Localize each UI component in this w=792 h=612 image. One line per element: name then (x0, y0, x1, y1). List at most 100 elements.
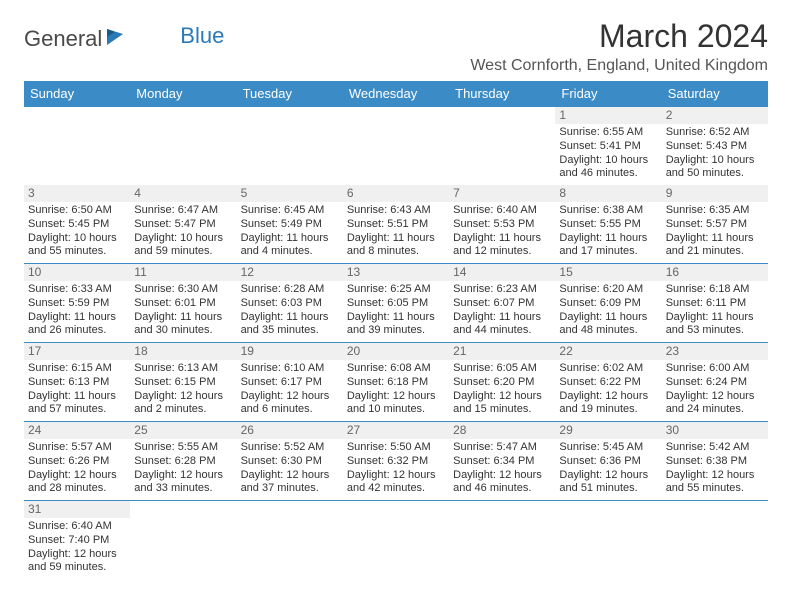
sunrise-line: Sunrise: 6:02 AM (559, 362, 657, 376)
day-number: 29 (555, 422, 661, 439)
day-number: 26 (237, 422, 343, 439)
calendar-day: 13Sunrise: 6:25 AMSunset: 6:05 PMDayligh… (343, 264, 449, 343)
daylight-line: Daylight: 11 hours and 17 minutes. (559, 232, 657, 260)
calendar-day: 25Sunrise: 5:55 AMSunset: 6:28 PMDayligh… (130, 422, 236, 501)
calendar-day: 1Sunrise: 6:55 AMSunset: 5:41 PMDaylight… (555, 107, 661, 186)
sunrise-line: Sunrise: 6:43 AM (347, 204, 445, 218)
calendar-day: 7Sunrise: 6:40 AMSunset: 5:53 PMDaylight… (449, 185, 555, 264)
day-number: 10 (24, 264, 130, 281)
sunset-line: Sunset: 6:38 PM (666, 455, 764, 469)
calendar-day: 31Sunrise: 6:40 AMSunset: 7:40 PMDayligh… (24, 501, 130, 580)
sunset-line: Sunset: 6:11 PM (666, 297, 764, 311)
daylight-line: Daylight: 10 hours and 55 minutes. (28, 232, 126, 260)
sunset-line: Sunset: 5:47 PM (134, 218, 232, 232)
day-number: 30 (662, 422, 768, 439)
day-number: 17 (24, 343, 130, 360)
sunset-line: Sunset: 5:45 PM (28, 218, 126, 232)
sunset-line: Sunset: 6:09 PM (559, 297, 657, 311)
sunrise-line: Sunrise: 6:10 AM (241, 362, 339, 376)
sunrise-line: Sunrise: 5:57 AM (28, 441, 126, 455)
daylight-line: Daylight: 12 hours and 33 minutes. (134, 469, 232, 497)
logo-text-general: General (24, 26, 102, 52)
calendar-day: 2Sunrise: 6:52 AMSunset: 5:43 PMDaylight… (662, 107, 768, 186)
calendar-day: 6Sunrise: 6:43 AMSunset: 5:51 PMDaylight… (343, 185, 449, 264)
daylight-line: Daylight: 11 hours and 21 minutes. (666, 232, 764, 260)
calendar-day: 22Sunrise: 6:02 AMSunset: 6:22 PMDayligh… (555, 343, 661, 422)
sunset-line: Sunset: 6:24 PM (666, 376, 764, 390)
calendar-row: 3Sunrise: 6:50 AMSunset: 5:45 PMDaylight… (24, 185, 768, 264)
calendar-row: 31Sunrise: 6:40 AMSunset: 7:40 PMDayligh… (24, 501, 768, 580)
sunrise-line: Sunrise: 6:25 AM (347, 283, 445, 297)
sunset-line: Sunset: 6:13 PM (28, 376, 126, 390)
daylight-line: Daylight: 11 hours and 53 minutes. (666, 311, 764, 339)
sunrise-line: Sunrise: 6:33 AM (28, 283, 126, 297)
daylight-line: Daylight: 12 hours and 2 minutes. (134, 390, 232, 418)
sunrise-line: Sunrise: 6:40 AM (453, 204, 551, 218)
daylight-line: Daylight: 11 hours and 57 minutes. (28, 390, 126, 418)
calendar-day: 17 Sunrise: 6:15 AMSunset: 6:13 PMDayligh… (24, 343, 130, 422)
calendar-day: 14Sunrise: 6:23 AMSunset: 6:07 PMDayligh… (449, 264, 555, 343)
daylight-line: Daylight: 12 hours and 15 minutes. (453, 390, 551, 418)
sunset-line: Sunset: 6:05 PM (347, 297, 445, 311)
calendar-row: .....1Sunrise: 6:55 AMSunset: 5:41 PMDay… (24, 107, 768, 186)
day-number: 1 (555, 107, 661, 124)
sunset-line: Sunset: 7:40 PM (28, 534, 126, 548)
day-number: 7 (449, 185, 555, 202)
sunset-line: Sunset: 6:26 PM (28, 455, 126, 469)
daylight-line: Daylight: 10 hours and 50 minutes. (666, 154, 764, 182)
daylight-line: Daylight: 12 hours and 46 minutes. (453, 469, 551, 497)
sunset-line: Sunset: 5:49 PM (241, 218, 339, 232)
day-number: 13 (343, 264, 449, 281)
calendar-empty: . (662, 501, 768, 580)
sunrise-line: Sunrise: 5:42 AM (666, 441, 764, 455)
day-header-row: SundayMondayTuesdayWednesdayThursdayFrid… (24, 81, 768, 107)
calendar-day: 27Sunrise: 5:50 AMSunset: 6:32 PMDayligh… (343, 422, 449, 501)
calendar-day: 12Sunrise: 6:28 AMSunset: 6:03 PMDayligh… (237, 264, 343, 343)
daylight-line: Daylight: 12 hours and 55 minutes. (666, 469, 764, 497)
calendar-day: 16Sunrise: 6:18 AMSunset: 6:11 PMDayligh… (662, 264, 768, 343)
sunrise-line: Sunrise: 6:00 AM (666, 362, 764, 376)
sunrise-line: Sunrise: 6:05 AM (453, 362, 551, 376)
day-number: 23 (662, 343, 768, 360)
day-number: 11 (130, 264, 236, 281)
day-number: 12 (237, 264, 343, 281)
day-number: 27 (343, 422, 449, 439)
sunrise-line: Sunrise: 6:13 AM (134, 362, 232, 376)
daylight-line: Daylight: 11 hours and 48 minutes. (559, 311, 657, 339)
sunset-line: Sunset: 6:17 PM (241, 376, 339, 390)
day-number: 24 (24, 422, 130, 439)
day-number: 25 (130, 422, 236, 439)
sunset-line: Sunset: 6:03 PM (241, 297, 339, 311)
calendar-day: 4Sunrise: 6:47 AMSunset: 5:47 PMDaylight… (130, 185, 236, 264)
day-header: Tuesday (237, 81, 343, 107)
calendar-day: 19Sunrise: 6:10 AMSunset: 6:17 PMDayligh… (237, 343, 343, 422)
calendar-day: 9Sunrise: 6:35 AMSunset: 5:57 PMDaylight… (662, 185, 768, 264)
calendar-day: 28Sunrise: 5:47 AMSunset: 6:34 PMDayligh… (449, 422, 555, 501)
daylight-line: Daylight: 11 hours and 4 minutes. (241, 232, 339, 260)
calendar-table: SundayMondayTuesdayWednesdayThursdayFrid… (24, 81, 768, 579)
day-number: 28 (449, 422, 555, 439)
calendar-row: 10Sunrise: 6:33 AMSunset: 5:59 PMDayligh… (24, 264, 768, 343)
calendar-day: 30 Sunrise: 5:42 AMSunset: 6:38 PMDayligh… (662, 422, 768, 501)
day-number: 3 (24, 185, 130, 202)
logo: General Blue (24, 26, 224, 52)
daylight-line: Daylight: 11 hours and 35 minutes. (241, 311, 339, 339)
daylight-line: Daylight: 12 hours and 59 minutes. (28, 548, 126, 576)
calendar-day: 29Sunrise: 5:45 AMSunset: 6:36 PMDayligh… (555, 422, 661, 501)
calendar-day: 10Sunrise: 6:33 AMSunset: 5:59 PMDayligh… (24, 264, 130, 343)
sunrise-line: Sunrise: 6:35 AM (666, 204, 764, 218)
daylight-line: Daylight: 10 hours and 46 minutes. (559, 154, 657, 182)
sunrise-line: Sunrise: 6:15 AM (28, 362, 126, 376)
logo-text-blue: Blue (180, 23, 224, 49)
day-number: 15 (555, 264, 661, 281)
calendar-empty: . (237, 107, 343, 186)
day-number: 18 (130, 343, 236, 360)
daylight-line: Daylight: 12 hours and 28 minutes. (28, 469, 126, 497)
sunrise-line: Sunrise: 5:45 AM (559, 441, 657, 455)
sunrise-line: Sunrise: 6:40 AM (28, 520, 126, 534)
day-number: 16 (662, 264, 768, 281)
flag-icon (106, 28, 128, 51)
sunrise-line: Sunrise: 5:47 AM (453, 441, 551, 455)
day-number: 8 (555, 185, 661, 202)
day-number: 6 (343, 185, 449, 202)
